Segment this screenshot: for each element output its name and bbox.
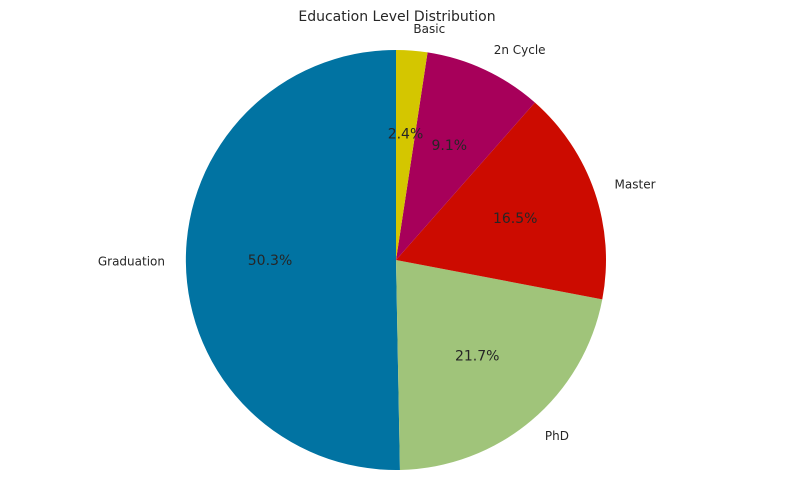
pie-slice-basic bbox=[396, 49, 428, 260]
pie-slice-2n-cycle bbox=[396, 52, 535, 260]
pie-slice-master bbox=[396, 102, 606, 300]
pie-labels: Graduation PhD Master 2n Cycle Basic bbox=[98, 22, 656, 443]
pie-label-phd: PhD bbox=[545, 429, 569, 443]
pie-label-master: Master bbox=[615, 178, 656, 192]
pie-slice-phd bbox=[396, 260, 603, 470]
pie-percent-phd: 21.7% bbox=[455, 348, 499, 364]
pie-label-2n-cycle: 2n Cycle bbox=[494, 43, 546, 57]
pie-percent-basic: 2.4% bbox=[388, 126, 424, 142]
pie-percent-2n-cycle: 9.1% bbox=[432, 138, 468, 154]
pie-slice-graduation bbox=[185, 49, 400, 471]
pie-percent-graduation: 50.3% bbox=[248, 253, 292, 269]
pie-percent-master: 16.5% bbox=[493, 211, 537, 227]
pie-percent-labels: 50.3% 21.7% 16.5% 9.1% 2.4% bbox=[248, 126, 538, 364]
pie-label-basic: Basic bbox=[413, 22, 445, 36]
chart-title: Education Level Distribution bbox=[298, 9, 495, 25]
pie-label-graduation: Graduation bbox=[98, 255, 165, 269]
pie-slices bbox=[185, 49, 606, 471]
